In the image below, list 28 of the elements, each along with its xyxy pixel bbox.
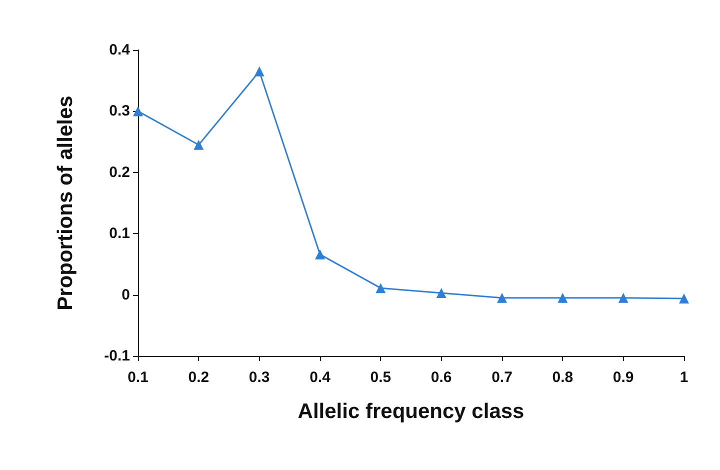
y-tick-label: 0.4	[109, 42, 131, 58]
point	[436, 288, 446, 298]
x-tick-label: 0.6	[430, 369, 452, 386]
y-tick-label: -0.1	[104, 348, 130, 364]
point	[618, 292, 628, 303]
y-tick-label: 0	[122, 286, 130, 304]
point	[254, 66, 264, 76]
point	[497, 292, 507, 303]
y-tick-label: 0.1	[109, 225, 130, 242]
point	[315, 249, 325, 260]
x-tick-label: 0.4	[310, 369, 332, 386]
point	[133, 106, 143, 116]
y-tick-label: 0.3	[109, 102, 130, 120]
x-axis-title: Allelic frequency class	[298, 400, 524, 423]
x-tick-label: 1	[680, 369, 688, 386]
x-tick-label: 0.3	[248, 369, 270, 386]
x-tick-label: 0.8	[552, 369, 574, 386]
x-tick-label: 0.9	[612, 369, 634, 386]
point	[376, 283, 386, 294]
y-tick-label: 0.2	[109, 164, 130, 181]
point	[679, 293, 689, 304]
y-axis-title: Proportions of alleles	[54, 96, 77, 310]
x-tick-label: 0.5	[370, 369, 392, 386]
x-tick-label: 0.1	[128, 369, 148, 386]
point	[194, 140, 204, 150]
x-tick-label: 0.2	[188, 369, 210, 386]
x-tick-label: 0.7	[492, 369, 512, 386]
point	[558, 292, 568, 303]
